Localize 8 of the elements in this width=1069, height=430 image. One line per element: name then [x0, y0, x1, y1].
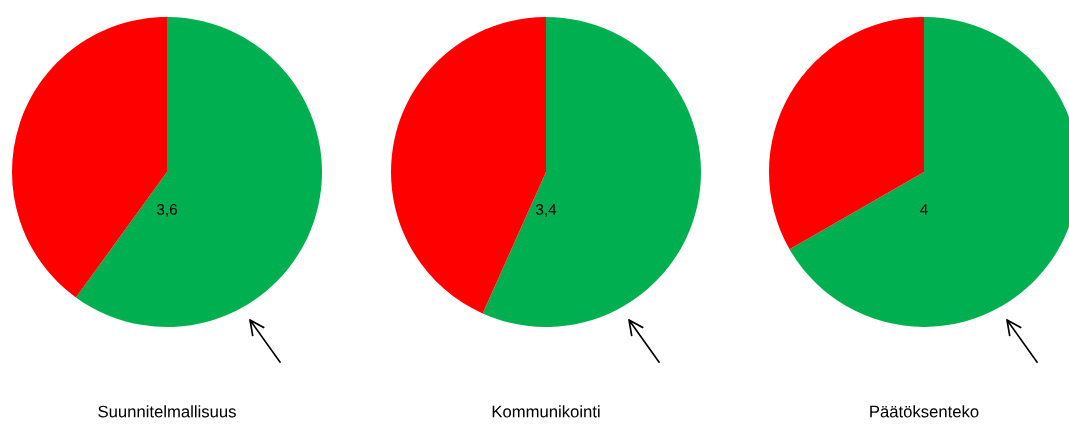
- text: 3,6: [156, 204, 177, 217]
- text: Päätöksenteko: [870, 405, 979, 418]
- text: 3,4: [535, 204, 557, 217]
- pie-slice: [482, 17, 701, 327]
- text: Suunnitelmallisuus: [98, 405, 236, 418]
- text: 4: [920, 204, 928, 215]
- pie-slice: [75, 17, 322, 327]
- text: Kommunikointi: [492, 405, 600, 418]
